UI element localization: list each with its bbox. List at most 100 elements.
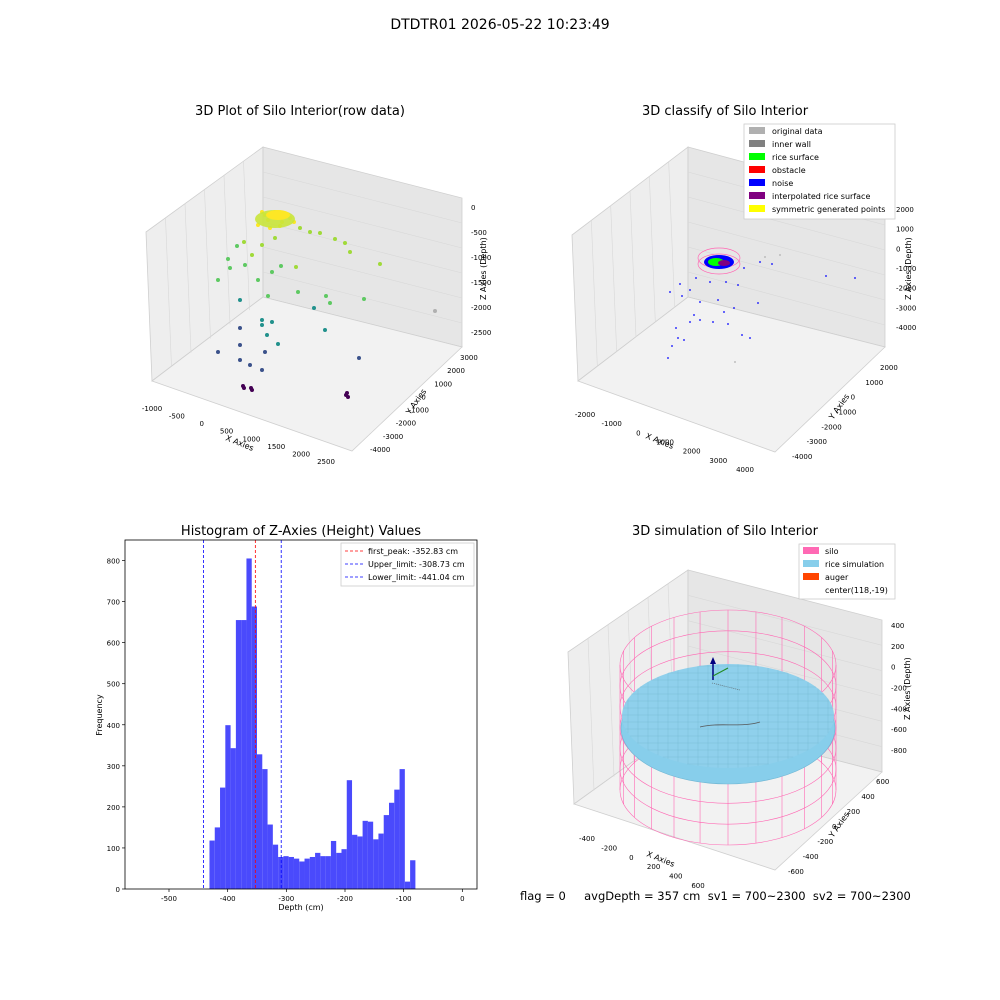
histogram-bar	[346, 780, 353, 889]
tick-label: -1000	[836, 409, 856, 417]
legend-swatch	[749, 205, 765, 212]
histogram-bar	[357, 836, 363, 889]
noise-point	[695, 277, 697, 279]
noise-point	[679, 283, 681, 285]
tick-label: 0	[199, 420, 203, 428]
legend-swatch	[749, 127, 765, 134]
tick-label: 0	[896, 245, 900, 253]
noise-point	[757, 302, 759, 304]
legend-label: obstacle	[772, 166, 806, 175]
tick-label: 200	[847, 808, 860, 816]
grid-line	[262, 196, 463, 249]
noise-point	[675, 327, 677, 329]
data-point	[263, 350, 267, 354]
panel3-title: Histogram of Z-Axies (Height) Values	[180, 524, 422, 539]
noise-point	[712, 321, 714, 323]
histogram-bar	[399, 769, 405, 889]
data-point	[238, 298, 242, 302]
data-point	[260, 368, 264, 372]
panel2-z-ticks: 2000 1000 0 -1000 -2000 -3000 -4000	[896, 206, 916, 332]
legend-swatch	[749, 153, 765, 160]
data-point	[312, 306, 316, 310]
tick-label: 2500	[317, 458, 335, 466]
tick-label: 4000	[736, 466, 754, 474]
noise-point	[669, 291, 671, 293]
data-point	[324, 294, 328, 298]
tick-label: -3000	[807, 438, 827, 446]
data-point	[238, 358, 242, 362]
data-point	[256, 278, 260, 282]
grid-line	[262, 271, 463, 324]
tick-label: -4000	[896, 324, 916, 332]
tick-label: 100	[107, 845, 120, 853]
grid-line	[687, 595, 883, 646]
histogram-bar	[362, 820, 368, 889]
panel1-x-ticks: -1000 -500 0 500 1000 1500 2000 2500	[142, 405, 335, 466]
tick-label: -2000	[471, 304, 491, 312]
noise-point	[699, 319, 701, 321]
histogram-bar	[309, 856, 316, 889]
tick-label: 200	[107, 804, 120, 812]
panel1-zlabel: Z Axies (Depth)	[479, 237, 488, 300]
panel4-title: 3D simulation of Silo Interior	[632, 524, 818, 539]
grid-line	[687, 196, 886, 251]
legend-label: first_peak: -352.83 cm	[368, 547, 458, 556]
original-point	[779, 254, 781, 256]
tick-label: -500	[161, 895, 177, 903]
tick-label: 400	[891, 622, 904, 630]
grid-line	[607, 624, 615, 777]
tick-label: -600	[788, 868, 804, 876]
tick-label: 800	[107, 558, 120, 566]
histogram-bar	[410, 860, 416, 889]
tick-label: 600	[691, 882, 704, 890]
data-point	[216, 278, 220, 282]
legend-swatch	[749, 192, 765, 199]
grid-line	[610, 205, 617, 352]
data-point	[265, 333, 269, 337]
data-point	[216, 350, 220, 354]
histogram-bar	[299, 861, 305, 889]
data-point	[279, 264, 283, 268]
panel1-z-ticks: 0 -500 -1000 -1500 -2000 -2500	[471, 204, 491, 337]
noise-point	[749, 337, 751, 339]
data-point	[298, 226, 302, 230]
tick-label: 1000	[896, 226, 914, 234]
tick-label: -2000	[396, 420, 416, 428]
histogram-bar	[383, 815, 389, 889]
tick-label: -200	[817, 838, 833, 846]
histogram-ylabel: Frequency	[95, 694, 104, 736]
data-point	[266, 294, 270, 298]
histogram-frame	[124, 539, 478, 890]
tick-label: 2000	[896, 206, 914, 214]
noise-point	[771, 263, 773, 265]
noise-point	[677, 337, 679, 339]
grid-line	[184, 203, 192, 353]
data-point	[276, 342, 280, 346]
tick-label: 400	[107, 722, 120, 730]
histogram-bar	[352, 834, 358, 889]
data-point	[294, 265, 298, 269]
data-point	[348, 250, 352, 254]
histogram-bar	[209, 840, 215, 889]
grid-line	[204, 189, 211, 339]
panel2-x-ticks: -2000 -1000 0 1000 2000 3000 4000	[575, 411, 754, 474]
histogram-bar	[278, 856, 284, 889]
tick-label: 400	[861, 793, 874, 801]
tick-label: 400	[669, 873, 682, 881]
noise-point	[741, 334, 743, 336]
data-point	[270, 320, 274, 324]
grid-line	[687, 645, 883, 697]
histogram-bar	[220, 787, 226, 889]
legend-swatch	[749, 179, 765, 186]
legend-swatch	[803, 547, 819, 554]
legend-label: auger	[825, 573, 849, 582]
panel2-silo-ring	[697, 247, 741, 275]
histogram-bar	[341, 849, 347, 889]
histogram-bar	[214, 827, 221, 889]
panel1-title: 3D Plot of Silo Interior(row data)	[195, 104, 405, 119]
histogram-bar	[315, 852, 321, 889]
legend-label: Upper_limit: -308.73 cm	[368, 560, 465, 569]
legend-label: rice simulation	[825, 560, 884, 569]
